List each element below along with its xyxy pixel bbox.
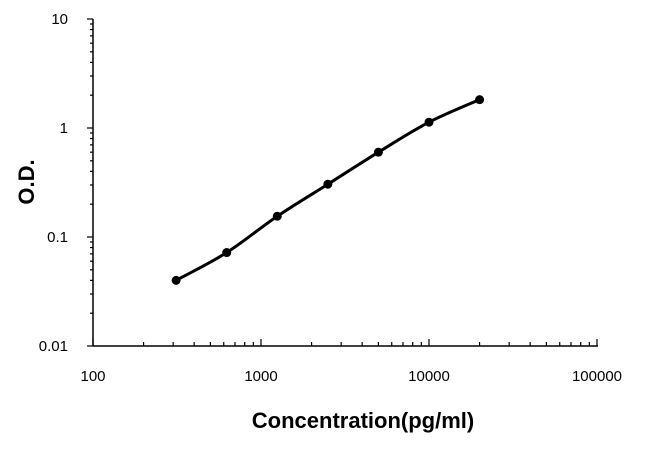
ticks [87, 18, 598, 347]
x-tick-label: 100000 [572, 368, 622, 385]
x-tick-label: 1000 [244, 368, 277, 385]
y-axis-title: O.D. [14, 159, 39, 204]
x-tick-label: 100 [80, 368, 105, 385]
data-point [222, 248, 232, 258]
fitted-curve [174, 98, 482, 282]
data-point [272, 211, 282, 221]
y-tick-labels: 0.01 0.1 1 10 [39, 11, 68, 355]
data-point [475, 95, 485, 105]
x-axis-title: Concentration(pg/ml) [252, 408, 474, 433]
y-tick-label: 0.01 [39, 338, 68, 355]
data-point [424, 117, 434, 127]
data-points [171, 95, 485, 285]
y-tick-label: 0.1 [47, 229, 68, 246]
y-tick-label: 1 [60, 120, 68, 137]
x-tick-label: 10000 [408, 368, 450, 385]
data-point [373, 147, 383, 157]
y-tick-label: 10 [51, 11, 68, 28]
axes [87, 18, 598, 347]
data-point [323, 179, 333, 189]
data-point [171, 275, 181, 285]
x-tick-labels: 100 1000 10000 100000 [80, 368, 622, 385]
